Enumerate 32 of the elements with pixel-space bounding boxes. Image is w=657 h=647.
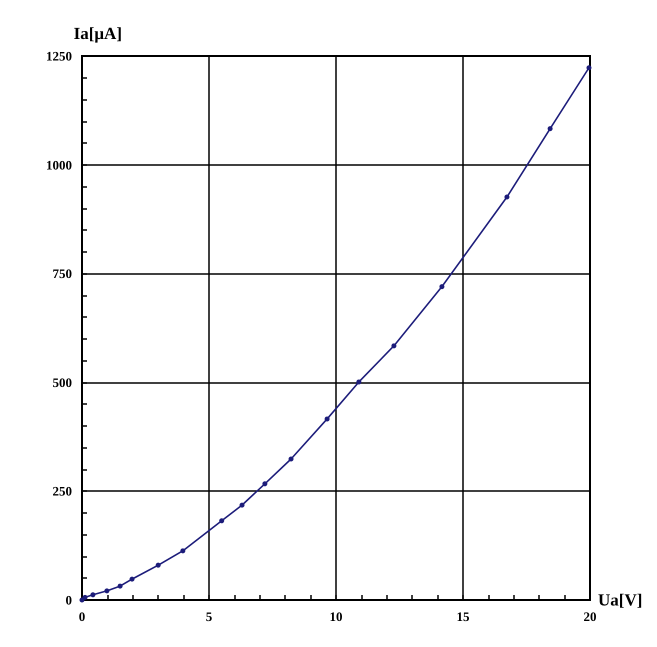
x-tick-label: 10 bbox=[330, 609, 342, 624]
point bbox=[391, 343, 396, 348]
point bbox=[356, 379, 362, 384]
x-axis-title: Ua[V] bbox=[598, 590, 642, 610]
point bbox=[240, 502, 245, 508]
point bbox=[288, 456, 294, 462]
x-tick-label: 5 bbox=[206, 609, 213, 624]
point bbox=[80, 598, 84, 602]
y-axis-title: Ia[μA] bbox=[74, 24, 122, 43]
point bbox=[439, 284, 444, 290]
point bbox=[156, 562, 161, 568]
point bbox=[82, 594, 88, 600]
x-tick-label: 0 bbox=[78, 609, 86, 624]
y-tick-label: 1250 bbox=[46, 48, 72, 64]
point bbox=[586, 65, 592, 70]
y-tick-label: 250 bbox=[52, 484, 72, 499]
y-tick-label: 750 bbox=[52, 266, 72, 282]
y-tick-label: 1000 bbox=[46, 157, 72, 172]
point bbox=[90, 592, 96, 598]
point bbox=[504, 194, 510, 200]
point bbox=[104, 588, 110, 594]
point bbox=[219, 518, 224, 524]
point bbox=[130, 576, 135, 582]
point bbox=[324, 416, 330, 422]
point bbox=[180, 548, 186, 554]
point bbox=[262, 481, 268, 486]
point bbox=[118, 584, 123, 589]
x-tick-label: 15 bbox=[456, 609, 470, 624]
point bbox=[548, 126, 553, 132]
y-tick-label: 500 bbox=[52, 374, 72, 390]
x-tick-label: 20 bbox=[584, 609, 596, 624]
y-tick-label: 0 bbox=[66, 592, 72, 608]
